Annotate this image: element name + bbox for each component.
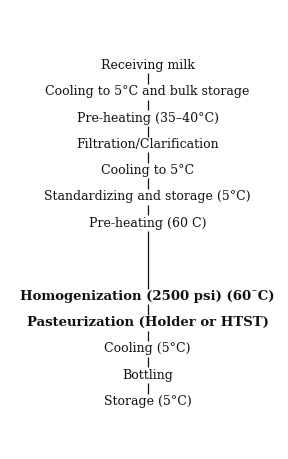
Text: Filtration/Clarification: Filtration/Clarification: [76, 138, 219, 151]
Text: Storage (5°C): Storage (5°C): [104, 395, 192, 408]
Text: Cooling (5°C): Cooling (5°C): [104, 342, 191, 355]
Text: Bottling: Bottling: [122, 369, 173, 382]
Text: Standardizing and storage (5°C): Standardizing and storage (5°C): [44, 190, 251, 203]
Text: Cooling to 5°C: Cooling to 5°C: [101, 164, 194, 177]
Text: Cooling to 5°C and bulk storage: Cooling to 5°C and bulk storage: [46, 85, 250, 98]
Text: Pasteurization (Holder or HTST): Pasteurization (Holder or HTST): [27, 316, 268, 329]
Text: Homogenization (2500 psi) (60¯C): Homogenization (2500 psi) (60¯C): [20, 290, 275, 303]
Text: Pre-heating (35–40°C): Pre-heating (35–40°C): [77, 112, 219, 125]
Text: Pre-heating (60 C): Pre-heating (60 C): [89, 217, 206, 230]
Text: Receiving milk: Receiving milk: [101, 59, 194, 72]
